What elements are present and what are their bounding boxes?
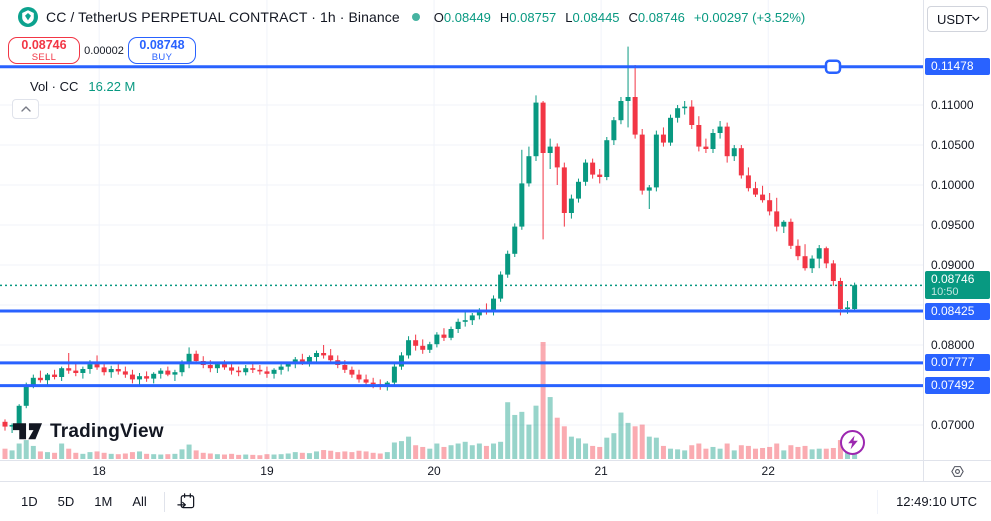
price-tick-label: 0.10000 [931, 178, 975, 192]
sell-label: SELL [31, 52, 57, 63]
utc-clock: 12:49:10 UTC [896, 494, 977, 509]
horizontal-line-handle[interactable] [824, 59, 842, 75]
close-value: 0.08746 [637, 9, 685, 25]
range-button-1d[interactable]: 1D [14, 489, 45, 514]
symbol-title[interactable]: CC / TetherUS PERPETUAL CONTRACT · 1h · … [46, 9, 400, 25]
horizontal-price-lines[interactable] [0, 65, 923, 388]
close-label: C [628, 9, 638, 25]
volume-bars [2, 342, 858, 459]
high-value: 0.08757 [509, 9, 557, 25]
timezone-button[interactable]: 12:49:10 UTC [877, 489, 977, 514]
price-tick-label: 0.11000 [931, 98, 974, 112]
time-tick-label: 20 [427, 464, 441, 478]
bottom-toolbar: 1D 5D 1M All 12:49:10 UTC [0, 481, 991, 521]
scale-settings-button[interactable] [923, 460, 991, 481]
price-line-badge: 0.08425 [925, 302, 990, 320]
time-tick-label: 21 [594, 464, 608, 478]
toolbar-divider [163, 491, 165, 512]
time-tick-label: 19 [260, 464, 274, 478]
currency-dropdown-value: USDT [937, 11, 973, 27]
gear-icon [951, 465, 964, 477]
volume-label: Vol · CC [30, 79, 79, 94]
chart-canvas[interactable] [0, 0, 923, 460]
low-label: L [565, 9, 573, 25]
time-axis[interactable]: 18 19 20 21 22 [0, 460, 923, 481]
price-tick-label: 0.07000 [931, 418, 975, 432]
range-button-1m[interactable]: 1M [87, 489, 119, 514]
chevron-down-icon [972, 16, 980, 21]
open-value: 0.08449 [443, 9, 491, 25]
chevron-up-icon [20, 106, 31, 112]
volume-value: 16.22 M [88, 79, 136, 94]
price-tick-label: 0.10500 [931, 138, 975, 152]
buy-price: 0.08748 [139, 37, 185, 52]
buy-button[interactable]: 0.08748 BUY [128, 37, 196, 64]
go-to-date-button[interactable] [175, 490, 198, 513]
currency-dropdown[interactable]: USDT [927, 6, 988, 32]
collapse-pane-button[interactable] [12, 99, 39, 119]
tradingview-watermark: TradingView [12, 421, 164, 443]
price-line-badge: 0.07492 [925, 377, 990, 395]
buy-label: BUY [151, 52, 173, 63]
trade-panel: 0.08746 SELL 0.00002 0.08748 BUY [8, 37, 196, 64]
price-axis[interactable]: USDT 0.11000 0.10500 0.10000 0.09500 0.09000… [923, 0, 991, 461]
high-label: H [499, 9, 510, 25]
price-tick-label: 0.08000 [931, 338, 975, 352]
boost-button[interactable] [840, 430, 865, 455]
market-status-dot [411, 13, 420, 21]
go-to-date-icon [177, 493, 195, 509]
time-tick-label: 22 [761, 464, 775, 478]
sell-price: 0.08746 [21, 37, 67, 52]
volume-legend: Vol · CC 16.22 M [30, 79, 135, 94]
spread-value: 0.00002 [84, 44, 124, 57]
change-value: +0.00297 (+3.52%) [693, 9, 806, 25]
range-button-all[interactable]: All [125, 489, 153, 514]
price-line-badge: 0.07777 [925, 354, 990, 372]
tradingview-logo-icon [12, 423, 43, 440]
price-line-badge: 0.11478 [925, 58, 990, 76]
symbol-logo-icon [18, 7, 38, 27]
chart-legend: CC / TetherUS PERPETUAL CONTRACT · 1h · … [18, 6, 805, 28]
date-range-switcher: 1D 5D 1M All [14, 489, 160, 514]
grid-lines [0, 0, 923, 460]
price-tick-label: 0.09500 [931, 218, 975, 232]
lightning-icon [847, 435, 858, 450]
candles [2, 46, 858, 433]
sell-button[interactable]: 0.08746 SELL [8, 37, 80, 64]
open-label: O [433, 9, 444, 25]
bar-countdown: 10:50 [931, 286, 959, 299]
current-price-value: 0.08746 [931, 272, 975, 287]
range-button-5d[interactable]: 5D [51, 489, 82, 514]
tradingview-watermark-text: TradingView [50, 421, 164, 442]
price-tick-label: 0.09000 [931, 258, 975, 272]
low-value: 0.08445 [572, 9, 620, 25]
current-price-badge: 0.08746 10:50 [925, 271, 990, 300]
time-tick-label: 18 [92, 464, 106, 478]
ohlc-values: O0.08449 H0.08757 L0.08445 C0.08746 +0.0… [434, 10, 805, 25]
